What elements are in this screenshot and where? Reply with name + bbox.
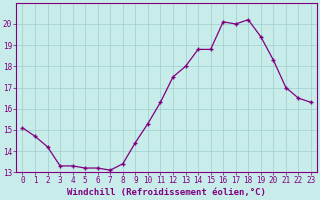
X-axis label: Windchill (Refroidissement éolien,°C): Windchill (Refroidissement éolien,°C) xyxy=(67,188,266,197)
